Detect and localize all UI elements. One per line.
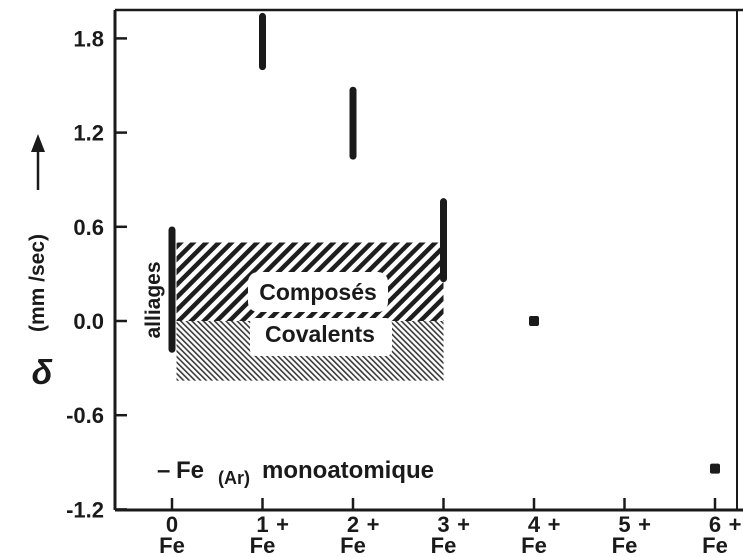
composes-label: Composés — [259, 279, 377, 305]
y-tick-label: -0.6 — [66, 403, 104, 428]
covalents-label: Covalents — [265, 321, 375, 347]
x-tick-plus: + — [457, 512, 470, 537]
x-tick-charge: 2 — [347, 512, 359, 537]
x-tick-element: Fe — [521, 533, 547, 557]
data-point — [529, 316, 539, 326]
y-axis-ticks: 1.8 1.2 0.6 0.0 -0.6 -1.2 — [66, 26, 127, 522]
y-axis-arrow-head — [31, 134, 45, 152]
annotation-monoatomique: monoatomique — [262, 457, 434, 484]
x-tick-element: Fe — [702, 533, 728, 557]
x-tick-element: Fe — [250, 533, 276, 557]
x-tick-element: Fe — [612, 533, 638, 557]
hatched-regions — [176, 242, 444, 381]
y-tick-label: 1.8 — [73, 26, 104, 51]
y-axis-unit-label: (mm /sec) — [26, 234, 49, 332]
alliages-label: alliages — [142, 261, 165, 338]
x-tick-plus: + — [367, 512, 380, 537]
y-tick-label: 1.2 — [73, 121, 104, 146]
fe-ar-annotation: – Fe (Ar) monoatomique — [157, 457, 434, 488]
annotation-fe: Fe — [176, 457, 204, 484]
composes-label-bg — [248, 272, 388, 312]
x-tick-charge: 0 — [166, 512, 178, 537]
x-tick-charge: 4 — [528, 512, 541, 537]
y-tick-label: 0.6 — [73, 215, 104, 240]
x-tick-element: Fe — [159, 533, 185, 557]
covalents-label-bg — [250, 318, 392, 356]
annotation-dash: – — [157, 457, 170, 484]
x-tick-element: Fe — [431, 533, 457, 557]
x-tick-plus: + — [638, 512, 651, 537]
y-tick-label: 0.0 — [73, 309, 104, 334]
x-tick-charge: 5 — [618, 512, 630, 537]
y-tick-label: -1.2 — [66, 497, 104, 522]
annotation-ar: (Ar) — [218, 468, 250, 488]
data-point — [710, 463, 720, 474]
x-tick-charge: 6 — [709, 512, 721, 537]
y-axis-title: δ (mm /sec) — [26, 134, 53, 392]
x-tick-plus: + — [276, 512, 289, 537]
x-tick-plus: + — [548, 512, 561, 537]
delta-symbol: δ — [32, 354, 53, 392]
data-marks — [168, 12, 720, 474]
x-tick-element: Fe — [340, 533, 366, 557]
plot-frame — [113, 8, 743, 512]
x-tick-charge: 1 — [256, 512, 268, 537]
x-tick-plus: + — [729, 512, 742, 537]
x-tick-charge: 3 — [437, 512, 449, 537]
